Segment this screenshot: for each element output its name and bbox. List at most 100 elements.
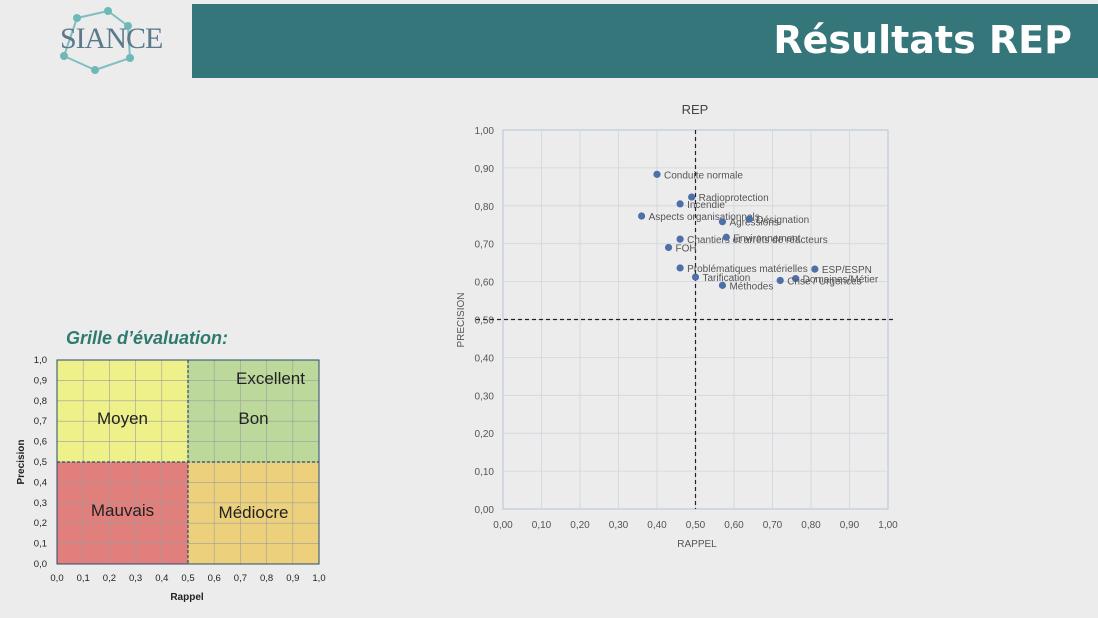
grille-ytick: 0,9 [34, 375, 47, 386]
grille-xlabel: Rappel [170, 592, 204, 603]
point-label: Agressions [729, 218, 778, 229]
point-label: Chantiers et arrêts de réacteurs [687, 235, 828, 246]
scatter-point [718, 218, 727, 226]
rep-xtick: 0,90 [840, 520, 860, 531]
header-band: Résultats REP [192, 4, 1098, 78]
grille-xtick: 0,3 [129, 573, 142, 584]
grille-ytick: 0,3 [34, 498, 47, 509]
rep-xtick: 0,10 [532, 520, 552, 531]
rep-xtick: 0,20 [570, 520, 590, 531]
point-label: Aspects organisationnels [649, 212, 760, 223]
grille-xtick: 0,8 [260, 573, 273, 584]
grille-xtick: 0,5 [181, 573, 194, 584]
logo-text: SIANCE [60, 22, 163, 55]
point-label: Domaines/Métier [803, 275, 879, 286]
rep-ytick: 0,20 [475, 429, 495, 440]
grille-ytick: 0,0 [34, 559, 47, 570]
point-label: Environnement [733, 233, 800, 244]
rep-xtick: 0,80 [801, 520, 821, 531]
grille-xtick: 0,0 [50, 573, 63, 584]
grille-xtick: 0,9 [286, 573, 299, 584]
grille-xtick: 0,1 [77, 573, 90, 584]
rep-ticks: 0,00 0,00 0,10 0,10 0,20 0,20 0,30 0,30 0,40 0,40… [475, 126, 899, 531]
point-label: Crise / Urgences [787, 276, 861, 287]
rep-xtick: 0,30 [609, 520, 629, 531]
scatter-point [722, 233, 730, 241]
scatter-point [745, 215, 754, 223]
scatter-point [811, 265, 819, 273]
scatter-point [792, 274, 800, 283]
logo: SIANCE [0, 0, 192, 78]
zone-moyen [57, 360, 188, 462]
rep-ytick: 0,50 [475, 316, 495, 327]
logo-network-icon [60, 7, 134, 74]
grille-ytick: 0,4 [34, 477, 47, 488]
chart-title: REP [682, 102, 709, 117]
rep-ytick: 0,70 [475, 240, 495, 251]
scatter-point [676, 264, 684, 272]
scatter-point [653, 170, 661, 178]
point-label: Problématiques matérielles [687, 264, 808, 275]
rep-ytick: 0,90 [475, 164, 495, 175]
grille-ticks: 0,00,0 0,1 0,1 0,2 0,2 0,3 0,3 0,4 0,4 0,5 0,5 0,6 0… [34, 355, 326, 584]
grille-ytick: 0,6 [34, 437, 47, 448]
point-label: Incendie [687, 200, 725, 211]
chart-xlabel: RAPPEL [677, 539, 717, 550]
point-label: Conduite normale [664, 170, 743, 181]
rep-ytick: 0,60 [475, 278, 495, 289]
zone-label-mediocre: Médiocre [219, 503, 289, 522]
rep-xtick: 0,70 [763, 520, 783, 531]
grille-xtick: 0,7 [234, 573, 247, 584]
rep-ytick: 0,40 [475, 353, 495, 364]
rep-ytick: 0,80 [475, 202, 495, 213]
grille-xtick: 0,4 [155, 573, 168, 584]
grille-xtick: 1,0 [312, 573, 325, 584]
page-title: Résultats REP [773, 18, 1072, 62]
point-label: Radioprotection [699, 193, 769, 204]
grille-ytick: 0,8 [34, 396, 47, 407]
scatter-point [676, 200, 684, 208]
rep-xtick: 0,50 [686, 520, 706, 531]
zone-mediocre [188, 462, 319, 564]
scatter-point [676, 235, 684, 243]
grille-xtick: 0,2 [103, 573, 116, 584]
rep-thresholds [476, 130, 895, 509]
grille-frame [56, 359, 320, 565]
scatter-point [664, 243, 673, 252]
zone-mauvais [57, 462, 188, 564]
rep-ytick: 1,00 [475, 126, 495, 137]
point-label: Tarification [703, 273, 751, 284]
grille-title: Grille d’évaluation: [66, 328, 229, 348]
point-label: Désignation [756, 215, 809, 226]
grille-ylabel: Precision [16, 439, 27, 484]
scatter-point [776, 276, 784, 285]
zone-label-bon: Bon [238, 409, 268, 428]
grille-gridlines [57, 360, 319, 564]
point-label: ESP/ESPN [822, 265, 872, 276]
point-label: Méthodes [729, 281, 773, 292]
rep-ytick: 0,30 [475, 391, 495, 402]
zone-label-excellent: Excellent [236, 369, 305, 388]
rep-chart: 0,00 0,00 0,10 0,10 0,20 0,20 0,30 0,30 0,40 0,40… [456, 102, 898, 550]
grille-ytick: 0,2 [34, 518, 47, 529]
chart-ylabel: PRECISION [456, 292, 467, 347]
rep-ytick: 0,10 [475, 467, 495, 478]
grille-xtick: 0,6 [208, 573, 221, 584]
rep-xtick: 1,00 [878, 520, 898, 531]
scatter-point [718, 281, 727, 289]
scatter-point [638, 212, 646, 220]
scatter-point [691, 273, 700, 281]
rep-xtick: 0,40 [647, 520, 667, 531]
zone-label-moyen: Moyen [97, 409, 148, 428]
grille-ytick: 0,1 [34, 539, 47, 550]
scatter-point [688, 193, 696, 201]
rep-gridlines [503, 130, 888, 509]
rep-xtick: 0,60 [724, 520, 744, 531]
zone-bon [188, 360, 319, 462]
rep-ytick: 0,00 [475, 505, 495, 516]
grille-ytick: 0,7 [34, 416, 47, 427]
rep-xtick: 0,00 [493, 520, 513, 531]
grille-ytick: 1,0 [34, 355, 47, 366]
rep-points: Conduite normaleRadioprotectionIncendieA… [638, 170, 879, 292]
